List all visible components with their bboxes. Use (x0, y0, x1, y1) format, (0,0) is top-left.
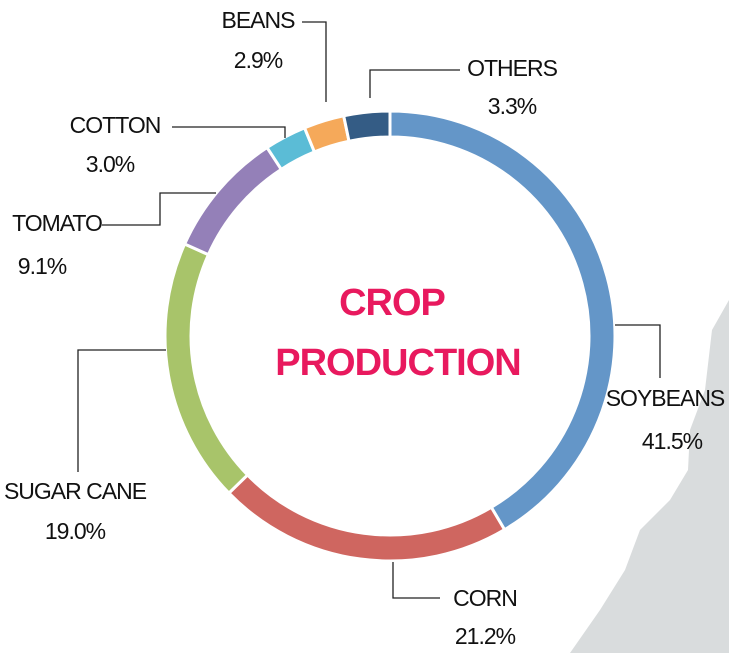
value-label: 3.0% (86, 151, 135, 177)
category-label: COTTON (70, 112, 161, 138)
category-label: TOMATO (12, 210, 102, 236)
leader-line (615, 324, 661, 378)
center-title: PRODUCTION (275, 342, 520, 384)
leader-line (392, 562, 440, 599)
value-label: 21.2% (455, 623, 516, 649)
donut-segment (341, 109, 392, 144)
value-label: 3.3% (488, 93, 537, 119)
category-label: CORN (453, 585, 517, 611)
leader-line (77, 349, 166, 472)
center-title: CROP (339, 282, 445, 324)
category-label: SUGAR CANE (4, 478, 147, 504)
value-label: 2.9% (234, 47, 283, 73)
map-shape (570, 300, 729, 653)
donut-segment (182, 145, 284, 257)
value-label: 9.1% (18, 253, 67, 279)
donut-segment (163, 242, 250, 496)
donut-segment (302, 114, 351, 154)
leader-line (102, 192, 216, 226)
category-label: BEANS (222, 7, 296, 33)
leader-line (172, 126, 286, 138)
leader-line (302, 21, 327, 102)
donut-segment (226, 472, 507, 563)
leader-line (369, 69, 460, 98)
value-label: 19.0% (45, 518, 106, 544)
value-label: 41.5% (642, 428, 703, 454)
category-label: OTHERS (467, 55, 558, 81)
category-label: SOYBEANS (606, 385, 725, 411)
